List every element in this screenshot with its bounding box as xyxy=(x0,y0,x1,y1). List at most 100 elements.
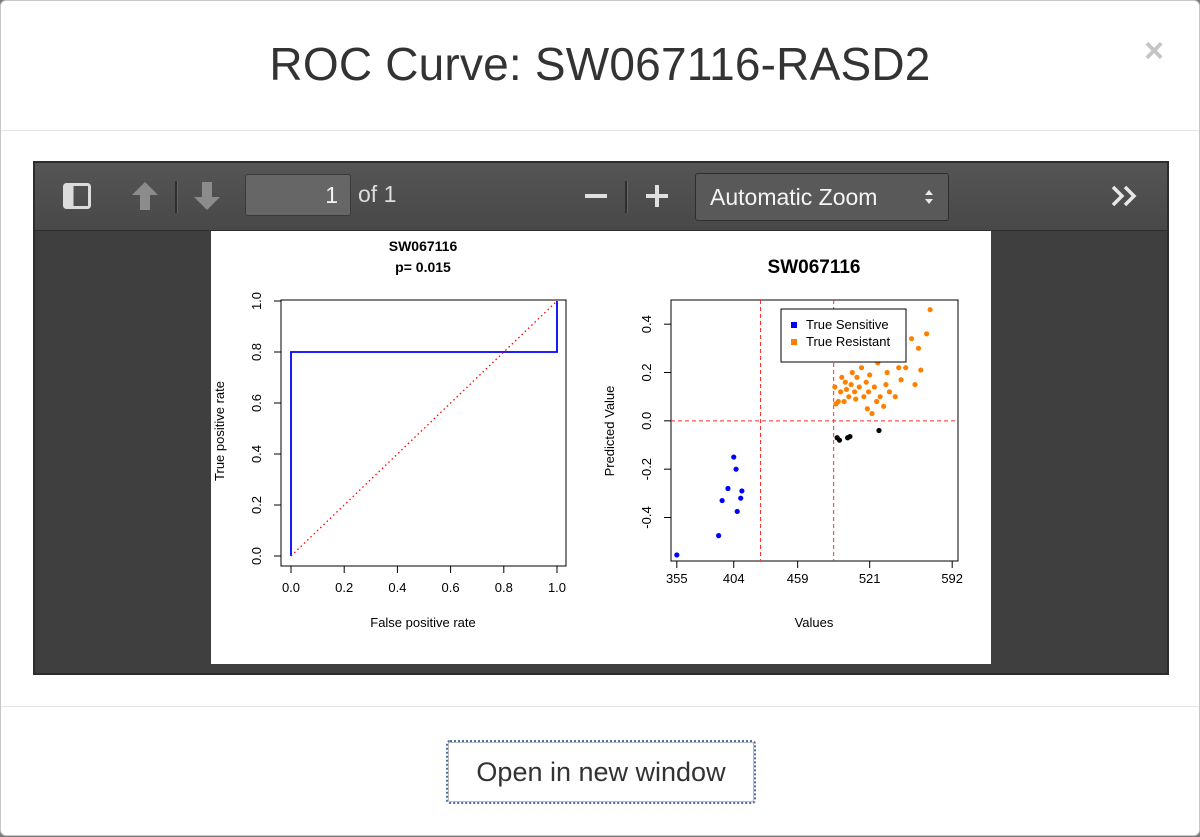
zoom-select[interactable]: Automatic Zoom xyxy=(695,173,949,221)
scatter-point xyxy=(903,365,909,371)
scatter-point xyxy=(898,377,904,383)
roc-y-tick-label: 0.4 xyxy=(249,445,264,463)
scatter-legend-swatch xyxy=(791,322,797,328)
scatter-x-tick-label: 592 xyxy=(941,571,963,586)
scatter-point xyxy=(848,381,854,388)
page-number-input[interactable]: 1 xyxy=(245,174,351,216)
modal-footer: Open in new window xyxy=(1,706,1199,837)
pdf-viewer: 1 of 1 Automatic Zoom xyxy=(33,161,1169,675)
double-chevron-right-icon[interactable] xyxy=(1107,179,1143,213)
scatter-point xyxy=(739,488,745,494)
scatter-point xyxy=(915,345,922,351)
scatter-point xyxy=(731,454,737,460)
scatter-point xyxy=(674,552,680,558)
scatter-point xyxy=(863,379,869,385)
scatter-point xyxy=(864,406,870,412)
roc-x-tick-label: 0.8 xyxy=(495,580,513,595)
scatter-x-tick-label: 521 xyxy=(859,571,881,586)
scatter-point xyxy=(841,398,847,405)
roc-curve-line xyxy=(290,301,558,556)
scatter-point xyxy=(843,386,850,393)
scatter-point xyxy=(861,394,867,400)
scatter-legend-box xyxy=(780,308,907,363)
close-icon[interactable]: × xyxy=(1144,32,1164,70)
scatter-point xyxy=(867,372,873,378)
toolbar-separator xyxy=(175,181,178,213)
roc-y-tick-label: 0.6 xyxy=(249,394,264,412)
arrow-up-icon[interactable] xyxy=(127,179,163,213)
scatter-point xyxy=(854,374,860,380)
open-new-window-button[interactable]: Open in new window xyxy=(446,740,756,804)
scatter-point xyxy=(847,433,853,440)
scatter-point xyxy=(842,379,848,385)
scatter-legend-label: True Sensitive xyxy=(806,317,889,332)
scatter-point xyxy=(927,307,933,313)
scatter-y-tick-label: 0.4 xyxy=(639,315,654,333)
roc-plot-frame xyxy=(280,299,567,567)
roc-subtitle: p= 0.015 xyxy=(395,259,451,275)
pdf-viewer-container[interactable]: SW067116 p= 0.015 0.0 0.2 0.4 0.6 0.8 1.0 0.0 0.2… xyxy=(35,231,1167,673)
scatter-point xyxy=(877,394,883,400)
scatter-point xyxy=(832,384,838,390)
roc-y-tick-label: 0.2 xyxy=(249,496,264,514)
page-count-label: of 1 xyxy=(358,181,397,207)
modal-title: ROC Curve: SW067116-RASD2 xyxy=(269,38,931,90)
scatter-point xyxy=(839,374,845,380)
roc-y-axis-label: True positive rate xyxy=(212,381,227,481)
roc-x-axis-label: False positive rate xyxy=(370,615,476,630)
scatter-x-axis-label: Values xyxy=(795,615,834,630)
scatter-point xyxy=(883,381,889,388)
scatter-point xyxy=(874,398,880,405)
scatter-point xyxy=(865,389,872,395)
pdf-page-plots: SW067116 p= 0.015 0.0 0.2 0.4 0.6 0.8 1.0 0.0 0.2… xyxy=(212,238,963,630)
scatter-x-tick-label: 355 xyxy=(666,571,688,586)
scatter-point xyxy=(846,394,852,400)
scatter-y-tick-label: 0.0 xyxy=(639,412,654,430)
scatter-point xyxy=(924,331,930,337)
zoom-select-value: Automatic Zoom xyxy=(710,184,878,210)
scatter-point xyxy=(716,533,722,539)
roc-x-tick-label: 1.0 xyxy=(548,580,566,595)
scatter-point xyxy=(908,336,915,342)
arrow-down-icon[interactable] xyxy=(189,179,225,213)
scatter-point xyxy=(719,497,725,504)
scatter-x-tick-label: 459 xyxy=(787,571,809,586)
scatter-point xyxy=(851,389,858,395)
scatter-point xyxy=(892,394,898,400)
toolbar-separator xyxy=(625,181,628,213)
scatter-legend-label: True Resistant xyxy=(806,334,890,349)
roc-x-tick-label: 0.2 xyxy=(335,580,353,595)
roc-diagonal-line xyxy=(290,300,558,557)
scatter-y-tick-label: -0.2 xyxy=(639,458,654,480)
scatter-point xyxy=(836,437,843,443)
scatter-point xyxy=(876,427,882,434)
minus-icon[interactable] xyxy=(578,179,614,213)
scatter-point xyxy=(853,396,859,402)
scatter-point xyxy=(918,367,924,373)
scatter-point xyxy=(838,389,844,395)
roc-x-tick-label: 0.6 xyxy=(442,580,460,595)
scatter-point xyxy=(856,384,862,390)
scatter-title: SW067116 xyxy=(768,257,861,278)
scatter-point xyxy=(871,384,877,390)
scatter-point xyxy=(869,410,875,417)
sidebar-toggle-icon[interactable] xyxy=(59,179,95,213)
modal-header: ROC Curve: SW067116-RASD2 × xyxy=(1,1,1199,131)
scatter-y-axis-label: Predicted Value xyxy=(602,386,617,477)
scatter-plot-frame xyxy=(670,299,959,562)
scatter-point xyxy=(725,485,731,492)
scatter-point xyxy=(835,398,841,405)
roc-x-tick-label: 0.4 xyxy=(388,580,406,595)
scatter-point xyxy=(733,466,739,472)
scatter-point xyxy=(896,365,902,371)
scatter-point xyxy=(734,508,740,515)
scatter-point xyxy=(884,369,890,376)
scatter-x-tick-label: 404 xyxy=(723,571,745,586)
roc-y-tick-label: 0.0 xyxy=(249,547,264,565)
roc-title: SW067116 xyxy=(389,238,458,254)
roc-y-tick-label: 0.8 xyxy=(249,343,264,361)
roc-y-tick-label: 1.0 xyxy=(249,292,264,310)
plus-icon[interactable] xyxy=(639,179,675,213)
pdf-page: SW067116 p= 0.015 0.0 0.2 0.4 0.6 0.8 1.0 0.0 0.2… xyxy=(211,231,991,664)
roc-x-tick-label: 0.0 xyxy=(282,580,300,595)
